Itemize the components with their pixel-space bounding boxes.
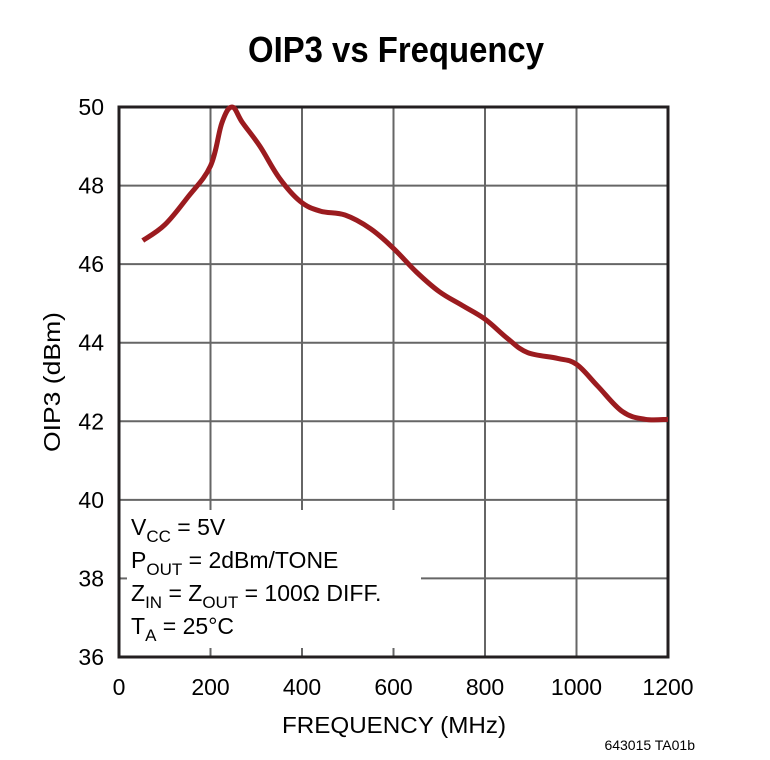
x-tick-label: 1200 [642, 674, 693, 700]
annotation-vcc: VCC = 5V [131, 514, 226, 546]
y-tick-label: 42 [78, 408, 104, 434]
conditions-annotation: VCC = 5V POUT = 2dBm/TONE ZIN = ZOUT = 1… [131, 514, 381, 645]
annotation-pout: POUT = 2dBm/TONE [131, 547, 338, 579]
y-tick-label: 36 [78, 644, 104, 670]
annotation-ta: TA = 25°C [131, 613, 234, 645]
y-axis-label: OIP3 (dBm) [39, 312, 65, 452]
annotation-impedance: ZIN = ZOUT = 100Ω DIFF. [131, 580, 381, 612]
y-tick-label: 38 [78, 565, 104, 591]
oip3-series-line [141, 104, 669, 423]
chart-title: OIP3 vs Frequency [248, 29, 544, 70]
x-tick-labels: 0 200 400 600 800 1000 1200 [113, 674, 694, 700]
x-axis-label: FREQUENCY (MHz) [282, 712, 506, 738]
x-tick-label: 800 [466, 674, 504, 700]
y-tick-labels: 36 38 40 42 44 46 48 50 [78, 94, 104, 670]
y-tick-label: 46 [78, 251, 104, 277]
x-tick-label: 600 [374, 674, 412, 700]
annotation-box [121, 510, 421, 655]
grid [118, 106, 669, 658]
x-tick-label: 400 [283, 674, 321, 700]
figure-code: 643015 TA01b [604, 737, 695, 753]
y-tick-label: 48 [78, 173, 104, 199]
y-tick-label: 44 [78, 330, 104, 356]
y-tick-label: 40 [78, 487, 104, 513]
x-tick-label: 1000 [551, 674, 602, 700]
x-tick-label: 0 [113, 674, 126, 700]
x-tick-label: 200 [191, 674, 229, 700]
y-tick-label: 50 [78, 94, 104, 120]
plot-frame [117, 105, 670, 659]
